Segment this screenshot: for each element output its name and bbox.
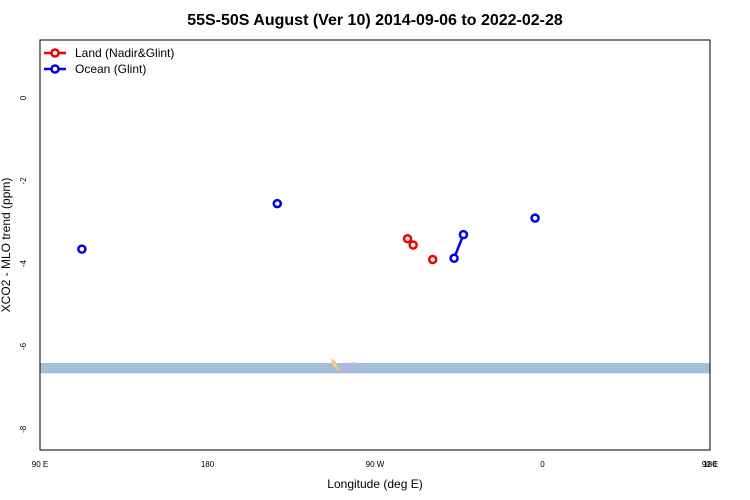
y-tick-label: -2 — [19, 177, 28, 185]
data-point — [77, 244, 87, 254]
plot-frame — [39, 39, 711, 451]
y-tick-label: -8 — [19, 425, 28, 433]
x-tick-label: 180 — [201, 460, 215, 469]
x-tick-label: 180 — [703, 460, 717, 469]
data-point — [449, 253, 459, 264]
data-point — [427, 254, 438, 265]
x-axis-label: Longitude (deg E) — [327, 477, 422, 491]
data-point — [530, 213, 540, 223]
x-tick-label: 90 W — [366, 460, 385, 469]
land-patch — [351, 362, 355, 364]
y-tick-label: -4 — [19, 260, 28, 268]
ocean-band — [40, 363, 710, 374]
data-point — [272, 198, 283, 209]
y-axis: 0 -2 -4 -6 -8 — [19, 95, 28, 433]
legend: Land (Nadir&Glint) Ocean (Glint) — [44, 46, 174, 76]
legend-label: Land (Nadir&Glint) — [75, 46, 174, 60]
y-tick-label: 0 — [19, 95, 28, 100]
x-tick-label: 0 — [540, 460, 545, 469]
data-point — [408, 240, 418, 250]
y-axis-label: XCO2 - MLO trend (ppm) — [0, 178, 13, 313]
chart-title: 55S-50S August (Ver 10) 2014-09-06 to 20… — [187, 12, 563, 29]
legend-marker — [50, 48, 60, 58]
y-tick-label: -6 — [19, 342, 28, 350]
land-patch — [331, 359, 340, 370]
x-tick-label: 90 E — [702, 460, 718, 469]
x-tick-label: 90 E — [32, 460, 48, 469]
legend-label: Ocean (Glint) — [75, 62, 146, 76]
data-point — [458, 229, 469, 240]
data-series — [77, 198, 540, 265]
data-point — [402, 234, 413, 244]
land-band — [40, 359, 710, 374]
legend-marker — [50, 64, 60, 74]
